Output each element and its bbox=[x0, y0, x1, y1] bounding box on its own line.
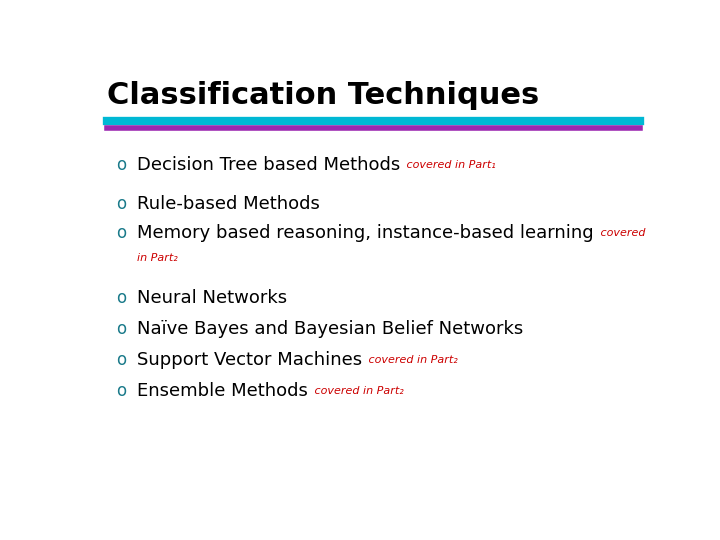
Text: o: o bbox=[116, 195, 126, 213]
Text: Rule-based Methods: Rule-based Methods bbox=[138, 195, 320, 213]
Text: o: o bbox=[116, 156, 126, 173]
Text: covered in Part₂: covered in Part₂ bbox=[365, 355, 458, 365]
Text: o: o bbox=[116, 289, 126, 307]
Text: o: o bbox=[116, 351, 126, 369]
Text: covered in Part₂: covered in Part₂ bbox=[311, 386, 404, 396]
Text: Decision Tree based Methods: Decision Tree based Methods bbox=[138, 156, 400, 173]
Text: o: o bbox=[116, 320, 126, 338]
Text: Memory based reasoning, instance-based learning: Memory based reasoning, instance-based l… bbox=[138, 224, 594, 242]
Text: covered in Part₁: covered in Part₁ bbox=[403, 160, 496, 170]
Text: Neural Networks: Neural Networks bbox=[138, 289, 287, 307]
Text: covered: covered bbox=[597, 228, 645, 238]
Text: Ensemble Methods: Ensemble Methods bbox=[138, 382, 308, 400]
Text: in Part₂: in Part₂ bbox=[138, 253, 178, 263]
Text: o: o bbox=[116, 382, 126, 400]
Text: Naïve Bayes and Bayesian Belief Networks: Naïve Bayes and Bayesian Belief Networks bbox=[138, 320, 523, 338]
Text: Classification Techniques: Classification Techniques bbox=[107, 82, 539, 111]
Text: o: o bbox=[116, 224, 126, 242]
Text: Support Vector Machines: Support Vector Machines bbox=[138, 351, 363, 369]
